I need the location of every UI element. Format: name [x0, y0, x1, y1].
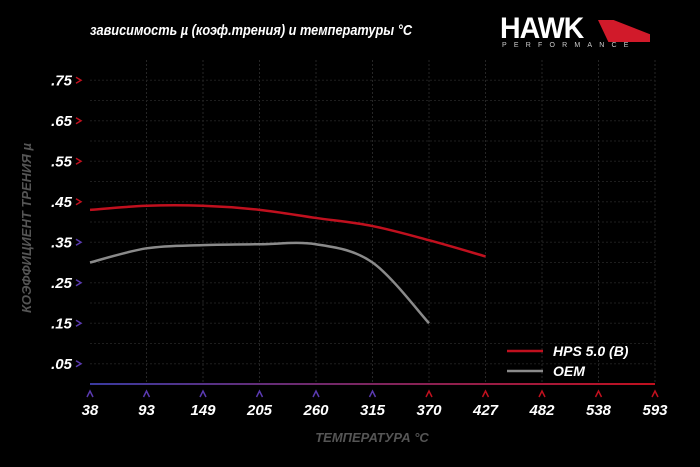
chart-title: зависимость µ (коэф.трения) и температур…: [90, 22, 413, 39]
x-tick-label: 593: [642, 402, 668, 419]
x-tick-marker-icon: [651, 389, 659, 398]
x-tick-marker-icon: [312, 389, 320, 398]
x-tick-marker-icon: [368, 389, 377, 398]
y-tick-label: .05: [51, 356, 73, 373]
x-axis-label: ТЕМПЕРАТУРА °C: [315, 430, 429, 445]
series-line-oem: [89, 241, 430, 325]
y-tick-label: .65: [51, 113, 73, 130]
legend-label: OEM: [553, 363, 585, 379]
x-tick-marker-icon: [255, 389, 264, 398]
legend-label: HPS 5.0 (B): [553, 343, 629, 359]
x-tick-marker-icon: [425, 389, 433, 398]
y-tick-label: .55: [51, 153, 73, 170]
x-tick-label: 93: [138, 402, 155, 419]
x-axis-line: [90, 383, 655, 385]
series-group: [89, 204, 486, 325]
axes: [89, 60, 655, 385]
legend: HPS 5.0 (B) OEM: [507, 343, 629, 379]
x-tick-label: 260: [302, 402, 329, 419]
x-tick-marker-icon: [199, 389, 207, 398]
x-tick-label: 482: [528, 402, 555, 419]
x-tick-marker-icon: [538, 389, 546, 398]
x-tick-label: 538: [586, 402, 612, 419]
grid: [90, 60, 656, 384]
y-tick-marker-icon: [75, 76, 83, 84]
x-tick-label: 370: [416, 402, 442, 419]
logo-subtitle: PERFORMANCE: [502, 42, 636, 49]
x-tick-marker-icon: [142, 389, 151, 398]
y-axis-label: КОЭФФИЦИЕНТ ТРЕНИЯ µ: [19, 143, 34, 313]
series-line-hps: [89, 204, 486, 258]
y-tick-label: .15: [51, 315, 73, 332]
y-tick-label: .25: [51, 275, 73, 292]
y-tick-label: .45: [51, 194, 73, 211]
y-tick-label: .75: [51, 72, 73, 89]
y-tick-marker-icon: [75, 117, 83, 125]
x-tick-label: 38: [82, 402, 99, 419]
ticks: .75 .65 .55 .45 .35 .25 .15 .05 38 93 149 205 260 315…: [51, 72, 668, 419]
y-tick-marker-icon: [75, 238, 83, 246]
y-tick-marker-icon: [75, 319, 83, 327]
x-tick-marker-icon: [481, 389, 490, 398]
x-tick-label: 427: [472, 402, 499, 419]
logo-word: HAWK: [500, 12, 584, 45]
x-tick-label: 149: [190, 402, 216, 419]
y-tick-marker-icon: [75, 360, 83, 368]
y-tick-marker-icon: [75, 198, 83, 206]
x-tick-marker-icon: [594, 389, 603, 398]
hawk-performance-logo: HAWK PERFORMANCE: [500, 12, 660, 52]
y-tick-marker-icon: [75, 157, 83, 165]
x-tick-label: 205: [246, 402, 273, 419]
y-tick-label: .35: [51, 234, 73, 251]
x-tick-label: 315: [360, 402, 386, 419]
y-tick-marker-icon: [75, 279, 83, 287]
x-tick-marker-icon: [86, 389, 94, 398]
